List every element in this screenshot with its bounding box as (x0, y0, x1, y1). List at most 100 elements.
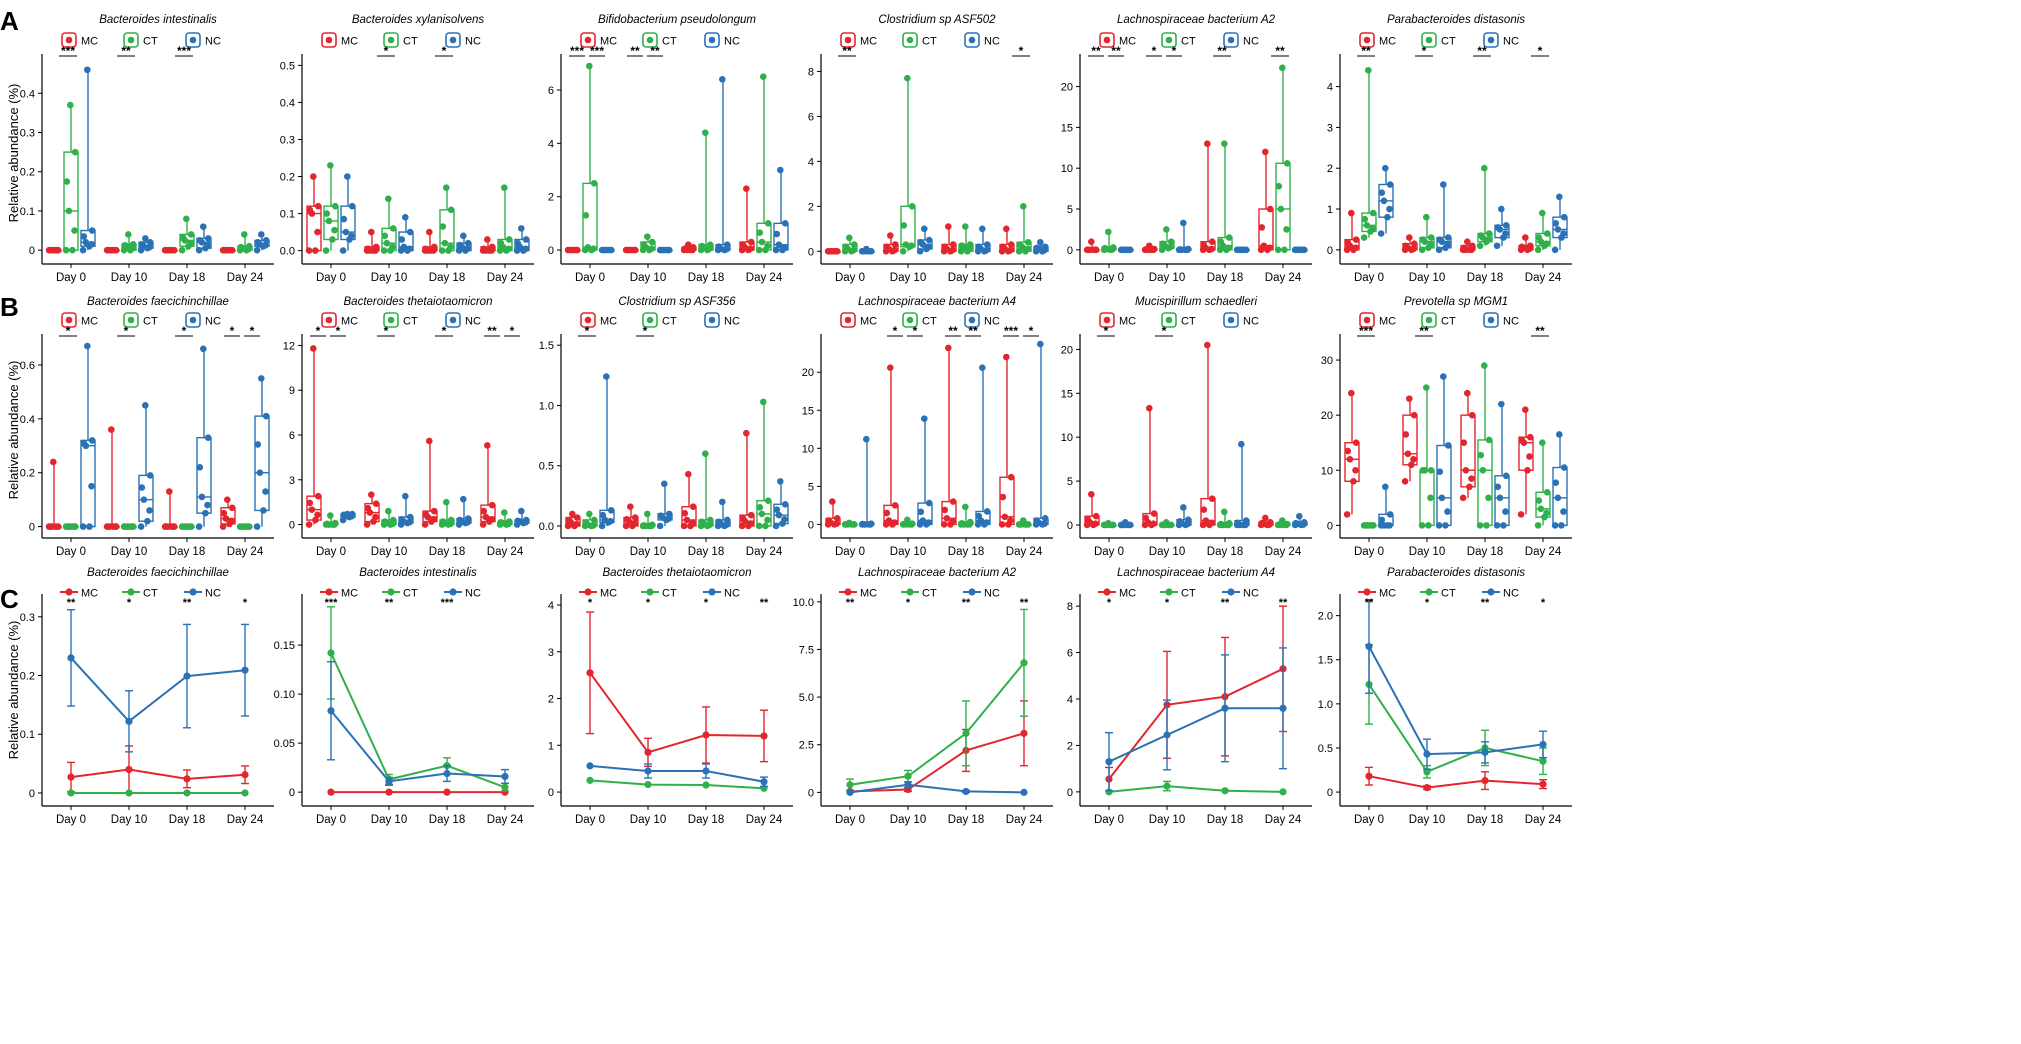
panel-a-bacteroides-xylanisolvens-point-1-0-4 (368, 228, 375, 236)
panel-a-parabacteroides-distasonis-box-day-0-nc (1377, 164, 1394, 237)
panel-b-bacteroides-faecichinchillae-point-1-0-5 (112, 523, 119, 530)
panel-b-lachnospiraceae-bacterium-a4-legend-label-mc: MC (860, 316, 877, 328)
panel-a-clostridium-sp-asf502-sig-label-1: * (1019, 44, 1024, 58)
panel-b-clostridium-sp-asf356-point-0-1-4 (586, 510, 593, 518)
panel-c-bacteroides-thetaiotaomicron-line-mc (589, 672, 765, 754)
panel-c-bacteroides-thetaiotaomicron-y-tick-label-4: 4 (548, 600, 554, 612)
panel-b-bacteroides-thetaiotaomicron-point-2-2-4 (460, 495, 467, 503)
panel-a-bifidobacterium-pseudolongum-point-2-2-4 (719, 76, 726, 83)
panel-c-bacteroides-thetaiotaomicron-point-ct-1 (644, 780, 652, 789)
panel-a-clostridium-sp-asf502-point-1-2-5 (925, 243, 932, 251)
panel-a-parabacteroides-distasonis-point-2-1-0 (1476, 242, 1484, 250)
panel-b-mucispirillum-schaedleri-point-2-2-6 (1234, 519, 1242, 527)
panel-c-parabacteroides-distasonis-sig-label-0: ** (1365, 597, 1374, 609)
panel-b-lachnospiraceae-bacterium-a4-legend-label-ct: CT (922, 316, 937, 328)
panel-b-prevotella-sp-mgm1-legend-label-ct: CT (1441, 316, 1456, 328)
panel-c-parabacteroides-distasonis-sig-label-3: * (1541, 597, 1546, 609)
panel-b-prevotella-sp-mgm1-point-3-1-6 (1535, 497, 1543, 504)
panel-a-parabacteroides-distasonis-y-tick-label-3: 3 (1327, 122, 1333, 134)
panel-a-clostridium-sp-asf502-point-3-0-4 (1003, 225, 1010, 233)
panel-a-bifidobacterium-pseudolongum-point-3-2-5 (781, 244, 788, 251)
panel-a-clostridium-sp-asf502-point-3-1-3 (1024, 238, 1032, 246)
panel-c-lachnospiraceae-bacterium-a4-point-ct-1 (1163, 782, 1171, 790)
panel-a-parabacteroides-distasonis-point-0-0-5 (1352, 244, 1359, 252)
panel-b-mucispirillum-schaedleri-point-1-2-6 (1176, 518, 1184, 525)
panel-a-lachnospiraceae-bacterium-a2-point-1-1-4 (1163, 226, 1170, 233)
panel-b-bacteroides-faecichinchillae-sig-label-2: * (182, 324, 187, 338)
panel-a-bacteroides-xylanisolvens-point-2-0-4 (426, 228, 433, 236)
panel-b-bacteroides-thetaiotaomicron-point-1-1-4 (385, 507, 392, 515)
panel-b-bacteroides-thetaiotaomicron-y-tick-label-0: 0 (289, 520, 295, 532)
panel-c-parabacteroides-distasonis-sig-label-2: ** (1481, 597, 1490, 609)
panel-c-bacteroides-faecichinchillae-y-tick-label-2: 0.2 (20, 671, 35, 683)
panel-a-bacteroides-xylanisolvens-point-3-0-4 (484, 236, 491, 243)
panel-b-mucispirillum-schaedleri-y-tick-label-1: 5 (1067, 476, 1073, 488)
panel-c-lachnospiraceae-bacterium-a2-sig-label-3: ** (1020, 597, 1029, 609)
panel-b-prevotella-sp-mgm1-box-day-0-nc (1377, 483, 1394, 529)
panel-a-bifidobacterium-pseudolongum-point-0-1-6 (582, 212, 590, 219)
panel-a-lachnospiraceae-bacterium-a2-point-3-0-5 (1266, 244, 1273, 252)
panel-c-lachnospiraceae-bacterium-a4-legend-label-ct: CT (1181, 588, 1196, 600)
panel-a-bacteroides-xylanisolvens-y-tick-label-0: 0.0 (280, 246, 295, 258)
panel-b-bacteroides-faecichinchillae-box-day-24-nc (253, 375, 270, 530)
panel-b-clostridium-sp-asf356-point-2-0-3 (689, 503, 697, 510)
panel-b-lachnospiraceae-bacterium-a4-sig-label-2: ** (948, 324, 958, 338)
panel-b-mucispirillum-schaedleri-point-1-2-4 (1180, 504, 1187, 511)
panel-a-bacteroides-intestinalis-point-0-2-6 (80, 233, 88, 240)
panel-a-bacteroides-intestinalis-legend-label-mc: MC (81, 36, 98, 48)
panel-a-parabacteroides-distasonis-point-0-0-4 (1348, 209, 1355, 217)
panel-a-parabacteroides-distasonis-point-0-0-6 (1344, 239, 1352, 246)
panel-a-lachnospiraceae-bacterium-a2-point-3-1-1 (1281, 246, 1288, 254)
panel-a-bifidobacterium-pseudolongum-sig-label-2: ** (630, 44, 640, 58)
panel-a-bacteroides-intestinalis-legend-dot-mc (65, 36, 73, 44)
panel-b-bacteroides-thetaiotaomicron-point-1-0-3 (372, 500, 380, 507)
panel-c-lachnospiraceae-bacterium-a4-point-nc-3 (1279, 704, 1287, 712)
panel-a-lachnospiraceae-bacterium-a2-x-tick-label-1: Day 10 (1149, 272, 1185, 284)
panel-b-prevotella-sp-mgm1-point-3-2-6 (1552, 479, 1560, 486)
panel-a-bifidobacterium-pseudolongum-box-day-24-nc (772, 166, 789, 254)
panel-b-lachnospiraceae-bacterium-a4-point-2-2-4 (979, 364, 986, 371)
panel-b-bacteroides-thetaiotaomicron-point-2-0-5 (430, 516, 437, 523)
panel-a-parabacteroides-distasonis-box-day-18-mc (1459, 238, 1476, 254)
panel-b-bacteroides-faecichinchillae-point-2-2-4 (200, 345, 207, 353)
panel-a-lachnospiraceae-bacterium-a2-sig-label-3: * (1172, 44, 1177, 58)
panel-a-bacteroides-xylanisolvens-box-day-0-ct (322, 162, 339, 254)
panel-b-bacteroides-thetaiotaomicron-point-3-0-3 (488, 501, 496, 509)
panel-b-lachnospiraceae-bacterium-a4-point-0-2-5 (867, 521, 874, 528)
panel-c-lachnospiraceae-bacterium-a2-point-ct-3 (1020, 659, 1028, 667)
panel-b-clostridium-sp-asf356-point-0-2-4 (603, 373, 610, 380)
panel-b-mucispirillum-schaedleri-point-1-1-6 (1159, 521, 1167, 529)
panel-a-bacteroides-xylanisolvens-point-2-2-3 (464, 239, 472, 247)
panel-b-lachnospiraceae-bacterium-a4-box-day-24-nc (1032, 340, 1049, 528)
panel-a-clostridium-sp-asf502-point-0-0-6 (825, 247, 833, 255)
panel-b-prevotella-sp-mgm1-point-2-1-1 (1483, 522, 1490, 529)
panel-b-bacteroides-faecichinchillae-point-0-2-0 (79, 523, 87, 530)
panel-b-clostridium-sp-asf356-point-1-0-5 (631, 520, 638, 527)
panel-a-lachnospiraceae-bacterium-a2-point-3-1-4 (1279, 64, 1286, 72)
panel-a-bifidobacterium-pseudolongum-legend-label-mc: MC (600, 36, 617, 48)
panel-c-lachnospiraceae-bacterium-a2-legend-label-nc: NC (984, 588, 1000, 600)
panel-c-lachnospiraceae-bacterium-a4-point-nc-1 (1163, 731, 1171, 739)
panel-b-mucispirillum-schaedleri-point-2-1-4 (1221, 508, 1228, 516)
panel-b-prevotella-sp-mgm1-point-0-1-6 (1361, 522, 1369, 529)
panel-b-bacteroides-thetaiotaomicron-point-3-1-6 (497, 519, 505, 526)
panel-a-bacteroides-xylanisolvens-point-2-2-4 (460, 232, 467, 240)
panel-c-lachnospiraceae-bacterium-a4-y-tick-label-3: 6 (1067, 648, 1073, 660)
panel-b-mucispirillum-schaedleri-point-2-0-5 (1208, 519, 1215, 527)
panel-c-bacteroides-intestinalis-legend-dot-nc (449, 588, 457, 596)
panel-a-parabacteroides-distasonis-point-0-2-6 (1378, 189, 1386, 196)
panel-a-bacteroides-xylanisolvens-point-0-2-3 (348, 202, 356, 210)
panel-a-bacteroides-intestinalis-box-day-0-nc (79, 66, 96, 254)
panel-a-bacteroides-xylanisolvens-box-day-24-ct (496, 184, 513, 254)
panel-b-clostridium-sp-asf356-point-1-1-6 (640, 522, 648, 529)
panel-a-bifidobacterium-pseudolongum-legend-dot-ct (646, 36, 654, 44)
panel-c-parabacteroides-distasonis-x-tick-label-1: Day 10 (1409, 814, 1445, 826)
panel-b-lachnospiraceae-bacterium-a4-x-tick-label-1: Day 10 (890, 546, 926, 558)
panel-a-lachnospiraceae-bacterium-a2-title: Lachnospiraceae bacterium A2 (1117, 14, 1276, 26)
panel-b-lachnospiraceae-bacterium-a4-box-day-0-mc (824, 498, 841, 528)
panel-a-clostridium-sp-asf502-point-3-1-6 (1016, 241, 1024, 248)
panel-b-clostridium-sp-asf356-sig-label-1: * (643, 324, 648, 338)
panel-a-lachnospiraceae-bacterium-a2-point-3-0-4 (1262, 148, 1269, 156)
panel-b-prevotella-sp-mgm1-title: Prevotella sp MGM1 (1404, 296, 1508, 308)
